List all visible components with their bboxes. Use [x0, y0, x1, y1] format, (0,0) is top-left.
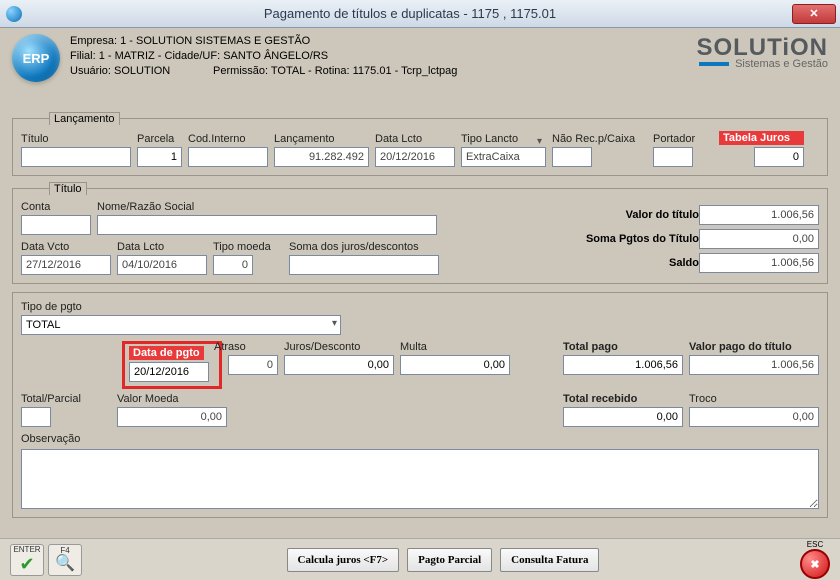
tabela-juros-input[interactable]	[754, 147, 804, 167]
datavcto-input	[21, 255, 111, 275]
tipopgto-label: Tipo de pgto	[21, 301, 341, 313]
obs-textarea[interactable]	[21, 449, 819, 509]
titulo-legend: Título	[49, 182, 87, 195]
codinterno-input[interactable]	[188, 147, 268, 167]
totalparcial-label: Total/Parcial	[21, 393, 111, 405]
valorpagotit-input	[689, 355, 819, 375]
somajuros-input	[289, 255, 439, 275]
valortitulo-label: Valor do título	[519, 209, 699, 221]
datavcto-label: Data Vcto	[21, 241, 111, 253]
totalrecebido-input[interactable]	[563, 407, 683, 427]
saldo-value	[699, 253, 819, 273]
naorec-label: Não Rec.p/Caixa	[552, 133, 647, 145]
payment-area: Tipo de pgto Data de pgto Atraso Juros/D…	[12, 292, 828, 518]
valorpagotit-label: Valor pago do título	[689, 341, 819, 353]
close-circle-icon: ✖	[810, 558, 819, 571]
f4-button[interactable]: F4 🔍	[48, 544, 82, 576]
lancamento-num	[274, 147, 369, 167]
totalrecebido-label: Total recebido	[563, 393, 683, 405]
valormoeda-label: Valor Moeda	[117, 393, 227, 405]
troco-input	[689, 407, 819, 427]
company-info: Empresa: 1 - SOLUTION SISTEMAS E GESTÃO …	[70, 34, 696, 79]
app-icon	[6, 6, 22, 22]
valortitulo-value	[699, 205, 819, 225]
nome-label: Nome/Razão Social	[97, 201, 519, 213]
titulo-group: Título Conta Nome/Razão Social Data Vcto	[12, 182, 828, 284]
lancamento-num-label: Lançamento	[274, 133, 369, 145]
lancamento-group: Lançamento Título Parcela Cod.Interno La…	[12, 112, 828, 176]
f4-kbd: F4	[60, 547, 69, 555]
datalcto2-label: Data Lcto	[117, 241, 207, 253]
search-icon: 🔍	[55, 556, 75, 572]
conta-label: Conta	[21, 201, 91, 213]
brand-tagline: Sistemas e Gestão	[735, 58, 828, 70]
obs-label: Observação	[21, 433, 819, 445]
totalpago-label: Total pago	[563, 341, 683, 353]
usuario-line: Usuário: SOLUTION Permissão: TOTAL - Rot…	[70, 64, 696, 79]
totalpago-input[interactable]	[563, 355, 683, 375]
enter-kbd: ENTER	[13, 546, 40, 554]
totalparcial-input	[21, 407, 51, 427]
valormoeda-input	[117, 407, 227, 427]
somapgtos-value	[699, 229, 819, 249]
brand-bar-icon	[699, 62, 729, 66]
portador-input[interactable]	[653, 147, 693, 167]
nome-input[interactable]	[97, 215, 437, 235]
titulo-label: Título	[21, 133, 131, 145]
close-icon: ✕	[809, 7, 818, 20]
datalcto-label: Data Lcto	[375, 133, 455, 145]
naorec-input[interactable]	[552, 147, 592, 167]
codinterno-label: Cod.Interno	[188, 133, 268, 145]
pagto-parcial-button[interactable]: Pagto Parcial	[407, 548, 492, 572]
somapgtos-label: Soma Pgtos do Título	[519, 233, 699, 245]
tipomoeda-input	[213, 255, 253, 275]
somajuros-label: Soma dos juros/descontos	[289, 241, 439, 253]
brand-logo: SOLUTiON Sistemas e Gestão	[696, 34, 828, 70]
erp-logo: ERP	[12, 34, 60, 82]
portador-label: Portador	[653, 133, 713, 145]
empresa-line: Empresa: 1 - SOLUTION SISTEMAS E GESTÃO	[70, 34, 696, 49]
tipolancto-select[interactable]	[461, 147, 546, 167]
datalcto2-input	[117, 255, 207, 275]
titulo-input[interactable]	[21, 147, 131, 167]
bottom-toolbar: ENTER ✔ F4 🔍 Calcula juros <F7> Pagto Pa…	[0, 538, 840, 580]
jurosdesc-input[interactable]	[284, 355, 394, 375]
calcula-juros-button[interactable]: Calcula juros <F7>	[287, 548, 400, 572]
datalcto-input	[375, 147, 455, 167]
saldo-label: Saldo	[519, 257, 699, 269]
parcela-label: Parcela	[137, 133, 182, 145]
header: ERP Empresa: 1 - SOLUTION SISTEMAS E GES…	[12, 34, 828, 82]
datapgto-highlight: Data de pgto	[122, 341, 222, 389]
tipolancto-label: Tipo Lancto	[461, 133, 546, 145]
filial-line: Filial: 1 - MATRIZ - Cidade/UF: SANTO ÂN…	[70, 49, 696, 64]
enter-button[interactable]: ENTER ✔	[10, 544, 44, 576]
window-title: Pagamento de títulos e duplicatas - 1175…	[28, 6, 792, 21]
datapgto-label: Data de pgto	[129, 346, 204, 360]
conta-input[interactable]	[21, 215, 91, 235]
esc-kbd: ESC	[807, 540, 823, 549]
multa-input[interactable]	[400, 355, 510, 375]
atraso-input	[228, 355, 278, 375]
tipopgto-select[interactable]	[21, 315, 341, 335]
parcela-input[interactable]	[137, 147, 182, 167]
esc-button[interactable]: ✖	[800, 549, 830, 579]
title-bar: Pagamento de títulos e duplicatas - 1175…	[0, 0, 840, 28]
close-button[interactable]: ✕	[792, 4, 836, 24]
troco-label: Troco	[689, 393, 819, 405]
jurosdesc-label: Juros/Desconto	[284, 341, 394, 353]
window-content: ERP Empresa: 1 - SOLUTION SISTEMAS E GES…	[0, 28, 840, 580]
multa-label: Multa	[400, 341, 510, 353]
datapgto-input[interactable]	[129, 362, 209, 382]
consulta-fatura-button[interactable]: Consulta Fatura	[500, 548, 599, 572]
lancamento-legend: Lançamento	[49, 112, 120, 125]
check-icon: ✔	[19, 555, 34, 573]
atraso-label: Atraso	[214, 341, 278, 353]
tipomoeda-label: Tipo moeda	[213, 241, 283, 253]
tabela-juros-label: Tabela Juros	[719, 131, 804, 145]
